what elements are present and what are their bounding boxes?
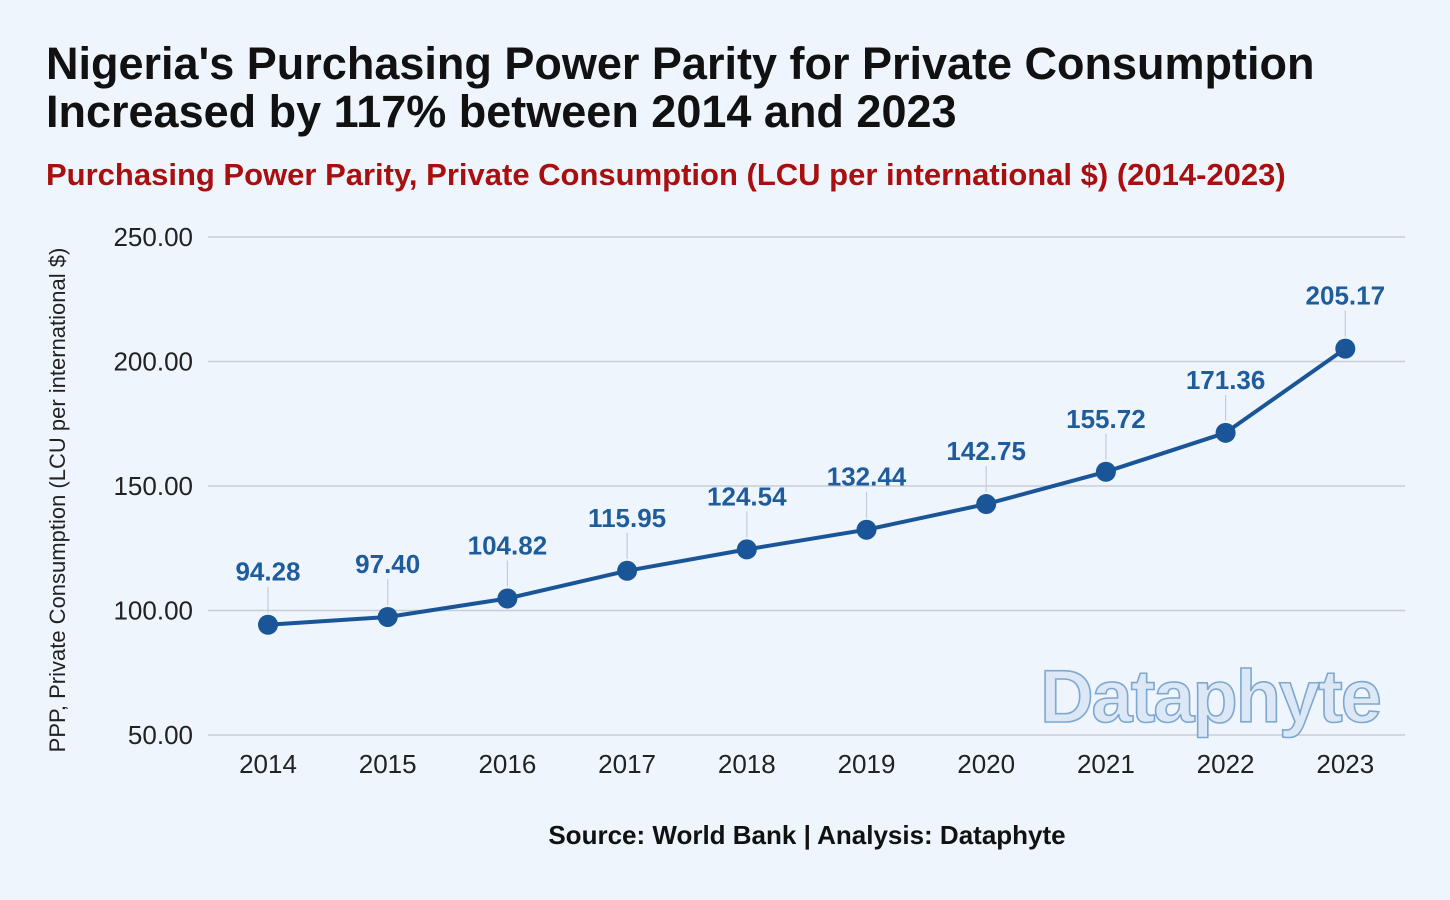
data-label-leaders <box>267 310 1346 613</box>
data-label: 155.72 <box>1066 404 1146 434</box>
data-label: 94.28 <box>235 557 300 587</box>
data-point <box>617 560 638 581</box>
data-point <box>497 588 518 609</box>
y-tick-label: 100.00 <box>113 596 193 626</box>
x-tick-label: 2018 <box>718 749 776 779</box>
data-label: 104.82 <box>468 530 548 560</box>
data-label: 124.54 <box>707 481 787 511</box>
series-line <box>266 346 1348 627</box>
data-point <box>976 494 997 515</box>
x-tick-label: 2021 <box>1077 749 1135 779</box>
y-tick-label: 50.00 <box>128 720 193 750</box>
x-tick-label: 2020 <box>957 749 1015 779</box>
data-point <box>1215 422 1236 443</box>
y-tick-label: 150.00 <box>113 471 193 501</box>
data-point <box>856 519 877 540</box>
x-tick-label: 2016 <box>478 749 536 779</box>
data-label: 132.44 <box>827 462 907 492</box>
gridlines <box>208 236 1405 736</box>
data-point <box>1095 461 1116 482</box>
y-tick-label: 250.00 <box>113 222 193 252</box>
data-label: 97.40 <box>355 549 420 579</box>
source-caption: Source: World Bank | Analysis: Dataphyte <box>548 820 1066 850</box>
data-label: 171.36 <box>1186 365 1266 395</box>
y-axis-title: PPP, Private Consumption (LCU per intern… <box>45 248 70 753</box>
data-points <box>258 338 1356 635</box>
watermark-logo: Dataphyte <box>1040 655 1380 738</box>
y-tick-label: 200.00 <box>113 347 193 377</box>
x-tick-label: 2015 <box>359 749 417 779</box>
watermark-group: Dataphyte <box>1039 654 1382 739</box>
data-label: 115.95 <box>588 503 666 533</box>
x-tick-label: 2017 <box>598 749 656 779</box>
x-tick-label: 2014 <box>239 749 297 779</box>
x-tick-label: 2019 <box>838 749 896 779</box>
data-point <box>1335 338 1356 359</box>
data-point <box>258 614 278 635</box>
data-label: 205.17 <box>1306 281 1386 311</box>
x-tick-label: 2023 <box>1316 749 1374 779</box>
x-tick-label: 2022 <box>1197 749 1255 779</box>
chart-subtitle: Purchasing Power Parity, Private Consump… <box>46 157 1286 192</box>
chart-title: Nigeria's Purchasing Power Parity for Pr… <box>46 38 1315 137</box>
y-axis-ticks: 50.00 100.00 150.00 200.00 250.00 <box>113 222 193 750</box>
data-point <box>377 606 398 627</box>
data-labels: 94.28 97.40 104.82 115.95 124.54 132.44 142.75… <box>235 281 1385 587</box>
data-label: 142.75 <box>946 436 1026 466</box>
x-axis-ticks: 2014 2015 2016 2017 2018 2019 2020 2021 2022 2023 <box>239 749 1374 779</box>
data-point <box>736 539 757 560</box>
